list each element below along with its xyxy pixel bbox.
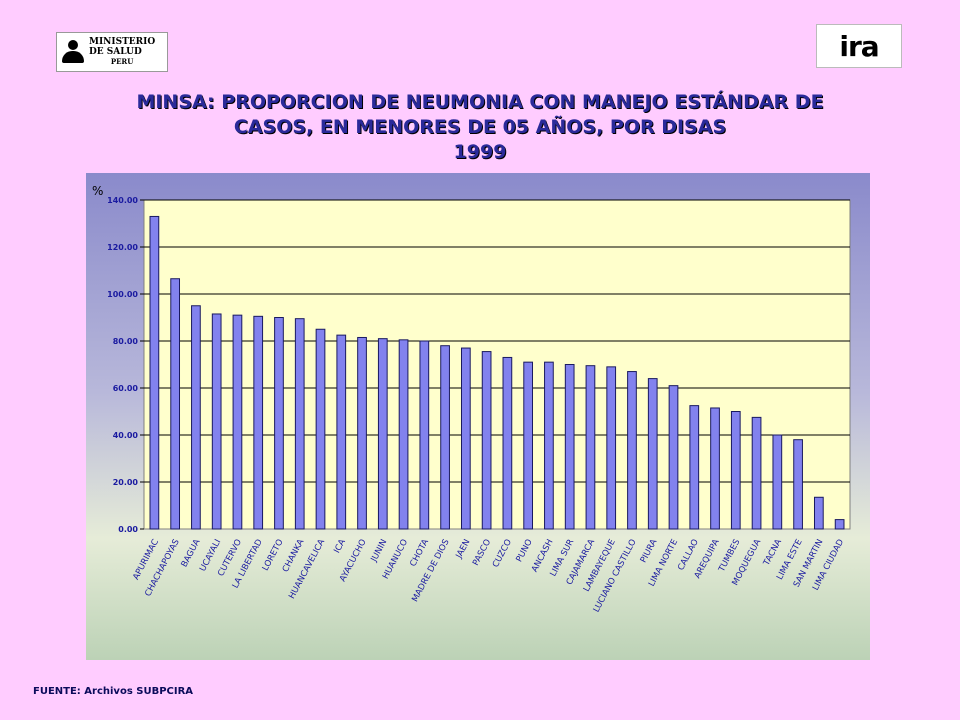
- bar: [813, 496, 824, 530]
- bar: [211, 313, 222, 530]
- bar: [668, 385, 679, 530]
- bar: [440, 345, 450, 530]
- source-note: FUENTE: Archivos SUBPCIRA: [33, 686, 194, 697]
- y-tick-label: 60.00: [113, 384, 139, 393]
- person-icon: [61, 40, 85, 64]
- x-tick-label: JAEN: [454, 538, 473, 561]
- chart-title-line3: 1999: [453, 141, 507, 163]
- y-tick-label: 0.00: [118, 525, 138, 534]
- y-tick-label: 120.00: [107, 243, 138, 252]
- bar-chart: 0.00 20.00 40.00 60.00 80.00 100.00 120.00 140.…: [92, 184, 851, 614]
- chart-title: MINSA: PROPORCION DE NEUMONIA CON MANEJO…: [40, 90, 920, 165]
- bar: [689, 405, 700, 530]
- logo-left-line1: MINISTERIO: [89, 37, 156, 47]
- bar: [253, 315, 264, 530]
- bar: [274, 317, 284, 530]
- chart-title-line2: CASOS, EN MENORES DE 05 AÑOS, POR DISAS: [233, 116, 727, 138]
- chart-panel: 0.00 20.00 40.00 60.00 80.00 100.00 120.00 140.…: [86, 173, 870, 660]
- x-tick-label: PIURA: [639, 538, 660, 565]
- bar: [149, 215, 160, 530]
- bar: [170, 278, 181, 530]
- logo-left-line2: DE SALUD: [89, 47, 142, 57]
- bar: [627, 371, 637, 530]
- bar: [751, 416, 762, 530]
- bar: [191, 305, 201, 530]
- bar: [523, 361, 534, 530]
- bar: [336, 334, 347, 530]
- y-tick-label: 80.00: [113, 337, 139, 346]
- bar: [232, 314, 243, 530]
- bar: [564, 364, 575, 530]
- y-tick-label: 20.00: [113, 478, 139, 487]
- x-tick-label: CHOTA: [408, 538, 431, 569]
- bar: [481, 351, 492, 530]
- bar: [544, 361, 554, 530]
- bar: [357, 336, 367, 530]
- y-tick-label: 40.00: [113, 431, 139, 440]
- bar: [460, 347, 471, 530]
- bar: [502, 356, 513, 530]
- bar: [377, 338, 388, 530]
- bar: [793, 439, 803, 530]
- bar: [834, 519, 845, 530]
- bar: [419, 340, 430, 530]
- bar: [585, 365, 596, 530]
- y-tick-label: 100.00: [107, 290, 138, 299]
- x-tick-label: CUZCO: [491, 537, 514, 569]
- bar: [606, 366, 617, 530]
- ira-logo: ira: [816, 24, 902, 68]
- bar: [730, 411, 741, 530]
- y-axis-label: %: [92, 184, 103, 198]
- bar: [294, 318, 305, 530]
- x-tick-label: TACNA: [761, 538, 784, 569]
- bar: [398, 339, 409, 530]
- x-tick-label: ICA: [332, 538, 348, 555]
- y-tick-label: 140.00: [107, 196, 138, 205]
- x-tick-label: PUNO: [515, 537, 535, 564]
- bar: [710, 407, 720, 530]
- x-tick-label: JUNIN: [369, 538, 390, 565]
- chart-title-line1: MINSA: PROPORCION DE NEUMONIA CON MANEJO…: [136, 91, 824, 113]
- bar: [772, 434, 783, 530]
- ministerio-de-salud-logo: MINISTERIO DE SALUD PERU: [56, 32, 168, 72]
- bar: [315, 328, 326, 530]
- bar: [647, 378, 658, 530]
- plot-area: [143, 199, 851, 530]
- x-tick-label: PASCO: [471, 537, 493, 567]
- logo-left-line3: PERU: [110, 57, 134, 66]
- ira-logo-text: ira: [839, 29, 879, 63]
- x-tick-label: BAGUA: [180, 538, 203, 569]
